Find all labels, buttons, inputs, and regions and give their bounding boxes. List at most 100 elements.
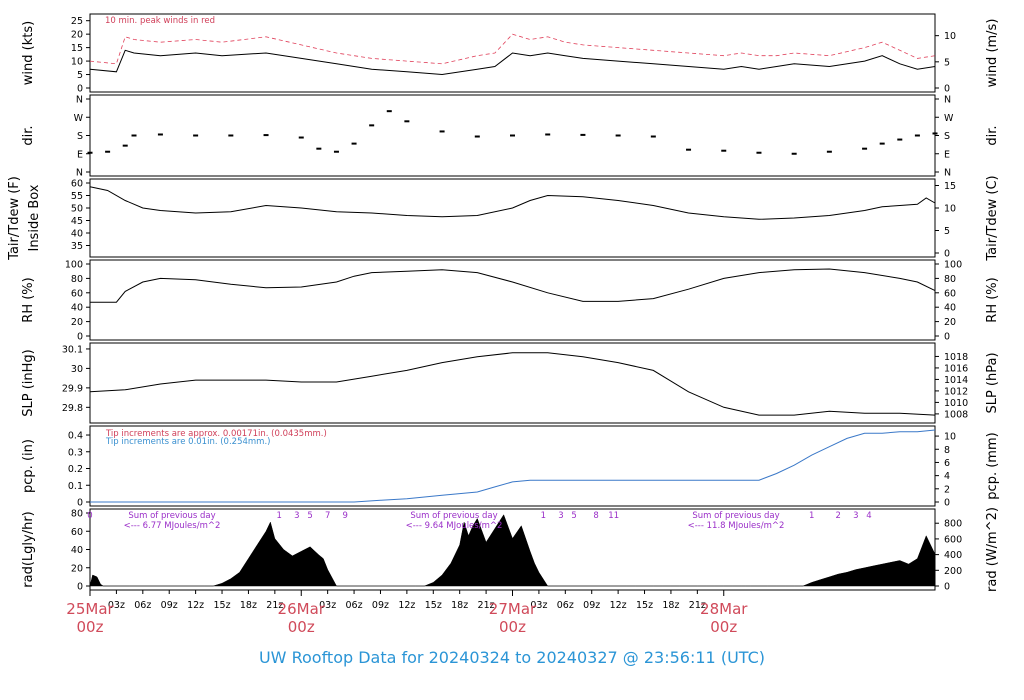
ytick-left-label: E xyxy=(77,149,83,160)
ytick-right-label: 1012 xyxy=(944,386,968,397)
ytick-left-label: 45 xyxy=(71,216,83,227)
day-label: 26Mar xyxy=(278,600,326,618)
ytick-left-label: 20 xyxy=(71,563,83,574)
xtick-label: 21z xyxy=(478,600,495,611)
dir-point xyxy=(545,133,551,136)
day-time-label: 00z xyxy=(710,618,737,636)
dir-point xyxy=(298,136,304,139)
ytick-left-label: 20 xyxy=(71,317,83,328)
dir-point xyxy=(105,150,111,153)
ytick-right-label: 10 xyxy=(944,204,956,215)
ylabel-left: rad(Lgly/hr) xyxy=(21,511,36,587)
xtick-label: 06z xyxy=(134,600,151,611)
day-label: 25Mar xyxy=(66,600,114,618)
ytick-left-label: 0.4 xyxy=(68,431,83,442)
ylabel-left: wind (kts) xyxy=(21,21,36,85)
series-line xyxy=(89,186,936,220)
hour-mark: 1 xyxy=(277,511,282,521)
ytick-right-label: 15 xyxy=(944,181,956,192)
ytick-right-label: 20 xyxy=(944,317,956,328)
ytick-left-label: W xyxy=(74,113,84,124)
ytick-right-label: 400 xyxy=(944,550,962,561)
ytick-right-label: E xyxy=(944,149,950,160)
ytick-right-label: 40 xyxy=(944,303,956,314)
ylabel-left: dir. xyxy=(21,125,36,145)
ytick-right-label: 100 xyxy=(944,260,962,271)
xtick-label: 15z xyxy=(213,600,230,611)
hour-mark: 11 xyxy=(608,511,619,521)
ytick-right-label: 5 xyxy=(944,57,950,68)
dir-point xyxy=(580,133,586,136)
panel-frame xyxy=(89,13,936,93)
hour-mark: 8 xyxy=(593,511,598,521)
xtick-label: 09z xyxy=(161,600,178,611)
ylabel-right: pcp. (mm) xyxy=(985,432,1000,499)
dir-point xyxy=(510,134,515,137)
ytick-right-label: 4 xyxy=(944,471,950,482)
ytick-left-label: S xyxy=(77,131,83,142)
ylabel-right: wind (m/s) xyxy=(985,19,1000,88)
sum-note-value: <--- 9.64 MJoules/m^2 xyxy=(406,521,503,531)
ytick-left-label: 40 xyxy=(71,545,83,556)
ytick-right-label: S xyxy=(944,131,950,142)
dir-point xyxy=(897,138,903,141)
ytick-right-label: 8 xyxy=(944,445,950,456)
xtick-label: 18z xyxy=(662,600,679,611)
dir-point xyxy=(263,134,269,137)
ytick-left-label: 40 xyxy=(71,303,83,314)
xtick-label: 06z xyxy=(346,600,363,611)
hour-mark: 3 xyxy=(558,511,563,521)
day-time-label: 00z xyxy=(288,618,315,636)
tip-note: Tip increments are 0.01in. (0.254mm.) xyxy=(105,437,270,447)
ytick-left-label: 60 xyxy=(71,288,83,299)
ytick-left-label: 29.9 xyxy=(62,383,83,394)
xtick-label: 15z xyxy=(636,600,653,611)
sum-note-title: Sum of previous day xyxy=(128,511,215,521)
ylabel-right: dir. xyxy=(985,125,1000,145)
ytick-right-label: 60 xyxy=(944,288,956,299)
ytick-left-label: 0.2 xyxy=(68,464,83,475)
day-label: 28Mar xyxy=(700,600,748,618)
dir-point xyxy=(351,142,357,145)
series-0 xyxy=(89,49,936,76)
hour-mark: 0 xyxy=(87,511,92,521)
hour-mark: 3 xyxy=(853,511,858,521)
xtick-label: 12z xyxy=(610,600,627,611)
ytick-left-label: 0.1 xyxy=(68,481,83,492)
ytick-right-label: 10 xyxy=(944,432,956,443)
panel-wind: 0 5 10 15 20 25 0 5 10 wind (kts) wind (m/s) 10 min… xyxy=(21,13,1000,95)
ytick-left-label: 80 xyxy=(71,274,83,285)
ylabel-right: Tair/Tdew (C) xyxy=(985,175,1000,261)
ytick-left-label: 20 xyxy=(71,30,83,41)
panel-frame xyxy=(89,342,936,424)
hour-mark: 9 xyxy=(343,511,348,521)
hour-mark: 1 xyxy=(541,511,546,521)
ytick-right-label: 80 xyxy=(944,274,956,285)
ytick-left-label: 80 xyxy=(71,509,83,520)
dir-point xyxy=(474,135,480,138)
sum-note-value: <--- 6.77 MJoules/m^2 xyxy=(124,521,221,531)
xtick-label: 15z xyxy=(425,600,442,611)
ytick-right-label: 1018 xyxy=(944,352,968,363)
xtick-label: 21z xyxy=(266,600,283,611)
panel-frame xyxy=(89,259,936,341)
time-axis: 03z 06z 09z 12z 15z 18z 21z 03z 06z 09z 12z 15z 18z 2… xyxy=(66,590,748,636)
ytick-left-label: 0 xyxy=(77,84,83,95)
ytick-left-label: 60 xyxy=(71,527,83,538)
ylabel-left: Inside Box xyxy=(27,184,42,251)
dir-point xyxy=(862,147,868,150)
dir-point xyxy=(131,134,137,137)
panel-frame xyxy=(89,425,936,507)
ytick-right-label: 10 xyxy=(944,31,956,42)
ytick-right-label: N xyxy=(944,95,951,106)
dir-point xyxy=(404,120,410,123)
ytick-left-label: 30.1 xyxy=(62,344,83,355)
ylabel-right: RH (%) xyxy=(985,277,1000,322)
ylabel-left: Tair/Tdew (F) xyxy=(7,176,22,261)
footer-title: UW Rooftop Data for 20240324 to 20240327… xyxy=(258,648,766,667)
ytick-right-label: 0 xyxy=(944,498,950,509)
ytick-right-label: 1008 xyxy=(944,409,968,420)
